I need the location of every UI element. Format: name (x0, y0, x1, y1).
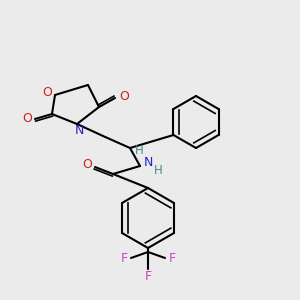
Text: F: F (168, 251, 175, 265)
Text: O: O (82, 158, 92, 172)
Text: O: O (42, 86, 52, 100)
Text: F: F (120, 251, 128, 265)
Text: H: H (135, 145, 143, 158)
Text: H: H (154, 164, 162, 176)
Text: F: F (144, 269, 152, 283)
Text: N: N (143, 157, 153, 169)
Text: N: N (74, 124, 84, 136)
Text: O: O (119, 91, 129, 103)
Text: O: O (22, 112, 32, 125)
